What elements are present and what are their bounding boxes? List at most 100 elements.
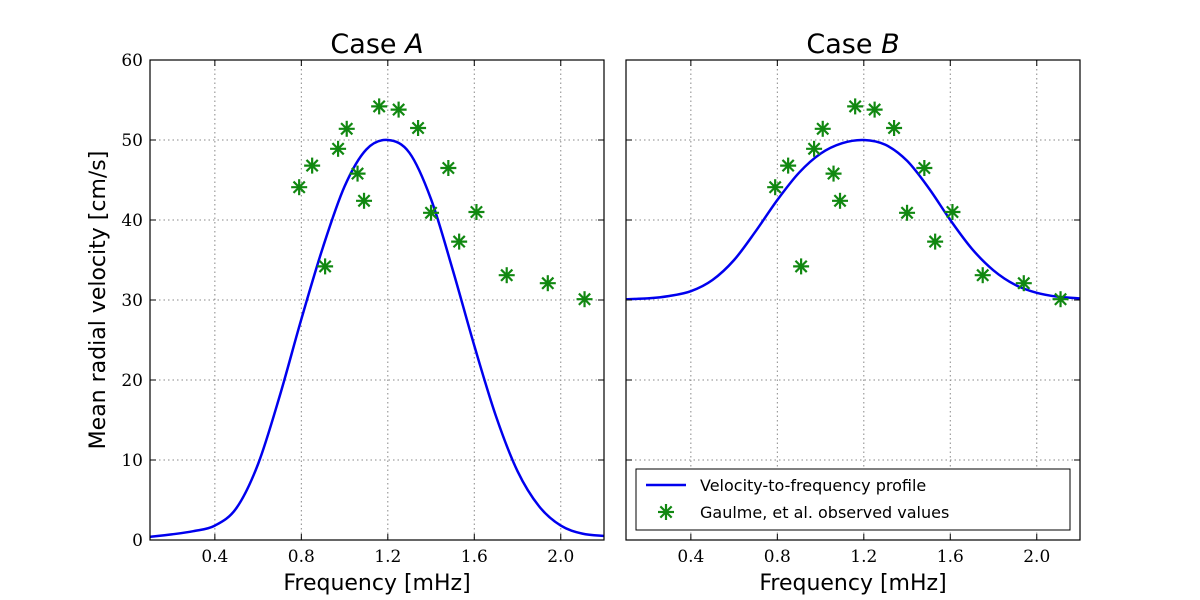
data-point [330, 140, 347, 157]
marker-stroke [946, 205, 959, 219]
y-tick-label: 60 [121, 51, 143, 71]
x-tick-label: 1.2 [374, 547, 401, 567]
x-tick-label: 2.0 [1023, 547, 1050, 567]
y-tick-label: 10 [121, 451, 143, 471]
marker-stroke [500, 268, 514, 282]
marker-stroke [424, 206, 438, 220]
legend-marker-swatch [658, 504, 674, 520]
data-point [498, 267, 515, 284]
x-tick-label: 0.4 [677, 547, 704, 567]
data-point [944, 204, 961, 220]
x-axis-label: Frequency [mHz] [283, 571, 470, 596]
data-point [349, 165, 366, 182]
data-point [291, 179, 308, 196]
data-point [371, 98, 388, 115]
y-tick-label: 50 [121, 131, 143, 151]
marker-stroke [807, 142, 821, 156]
marker-stroke [578, 292, 591, 306]
marker-stroke [1054, 292, 1067, 306]
chart-title-prefix: Case [330, 29, 405, 60]
marker-stroke [781, 159, 795, 173]
marker-stroke [411, 121, 425, 135]
x-tick-label: 0.8 [764, 547, 791, 567]
data-point [814, 120, 831, 137]
chart-title-variable: A [403, 29, 423, 60]
marker-stroke [441, 161, 455, 175]
x-tick-label: 1.6 [937, 547, 964, 567]
data-point [468, 204, 485, 220]
chart-title-variable: B [881, 29, 900, 60]
data-point [1052, 291, 1069, 308]
marker-stroke [452, 235, 466, 249]
data-point [338, 120, 355, 137]
series-line-velocity-profile [626, 138, 1080, 301]
marker-stroke [833, 194, 847, 208]
data-point [539, 275, 556, 292]
data-point [927, 233, 944, 250]
marker-stroke [318, 259, 332, 273]
data-point [793, 258, 810, 275]
data-point [1015, 275, 1032, 292]
data-point [304, 157, 321, 174]
y-tick-label: 0 [132, 531, 143, 551]
data-point [916, 160, 933, 176]
marker-stroke [887, 121, 901, 135]
data-point [886, 120, 903, 136]
data-point [390, 101, 407, 118]
marker-stroke [827, 167, 840, 181]
series-line-velocity-profile [150, 138, 604, 539]
marker-stroke [372, 99, 386, 113]
data-point [356, 192, 373, 209]
y-tick-label: 40 [121, 211, 143, 231]
data-point [451, 233, 468, 250]
x-tick-label: 0.8 [288, 547, 315, 567]
marker-stroke [976, 268, 990, 282]
legend-entry-observed: Gaulme, et al. observed values [700, 503, 949, 522]
data-point [832, 192, 849, 209]
x-tick-label: 1.6 [461, 547, 488, 567]
data-point [440, 160, 457, 176]
marker-stroke [357, 194, 371, 208]
marker-stroke [541, 276, 555, 290]
data-point [899, 204, 916, 221]
marker-stroke [900, 206, 914, 220]
marker-stroke [848, 99, 862, 113]
marker-stroke [768, 180, 782, 194]
marker-stroke [868, 103, 882, 117]
data-point [576, 291, 593, 308]
chart-title: Case A [330, 29, 423, 60]
panel-case-a: 0.4 0.8 1.2 1.6 2.0 0 10 20 30 40 50 60 Case A Freque… [86, 29, 605, 596]
marker-stroke [470, 205, 483, 219]
data-point [317, 258, 334, 275]
x-axis-label: Frequency [mHz] [759, 571, 946, 596]
marker-stroke [292, 180, 306, 194]
y-axis-label: Mean radial velocity [cm/s] [86, 151, 111, 450]
data-point [866, 101, 883, 118]
chart-title-prefix: Case [806, 29, 881, 60]
marker-stroke [928, 235, 942, 249]
data-point [423, 204, 440, 221]
marker-stroke [816, 122, 830, 136]
marker-stroke [305, 159, 319, 173]
legend-box [635, 468, 1071, 531]
marker-stroke [392, 103, 406, 117]
chart-title: Case B [806, 29, 899, 60]
marker-stroke [659, 505, 673, 519]
y-tick-label: 20 [121, 371, 143, 391]
marker-stroke [917, 161, 931, 175]
x-tick-label: 0.4 [201, 547, 228, 567]
x-tick-label: 1.2 [850, 547, 877, 567]
data-point [780, 157, 797, 174]
data-point [847, 98, 864, 115]
marker-stroke [340, 122, 354, 136]
legend-entry-profile: Velocity-to-frequency profile [700, 476, 926, 495]
marker-stroke [351, 167, 364, 181]
data-point [767, 179, 784, 196]
data-point [806, 140, 823, 157]
data-point [974, 267, 991, 284]
data-point [410, 120, 427, 136]
x-tick-label: 2.0 [547, 547, 574, 567]
y-tick-label: 30 [121, 291, 143, 311]
marker-stroke [794, 259, 808, 273]
